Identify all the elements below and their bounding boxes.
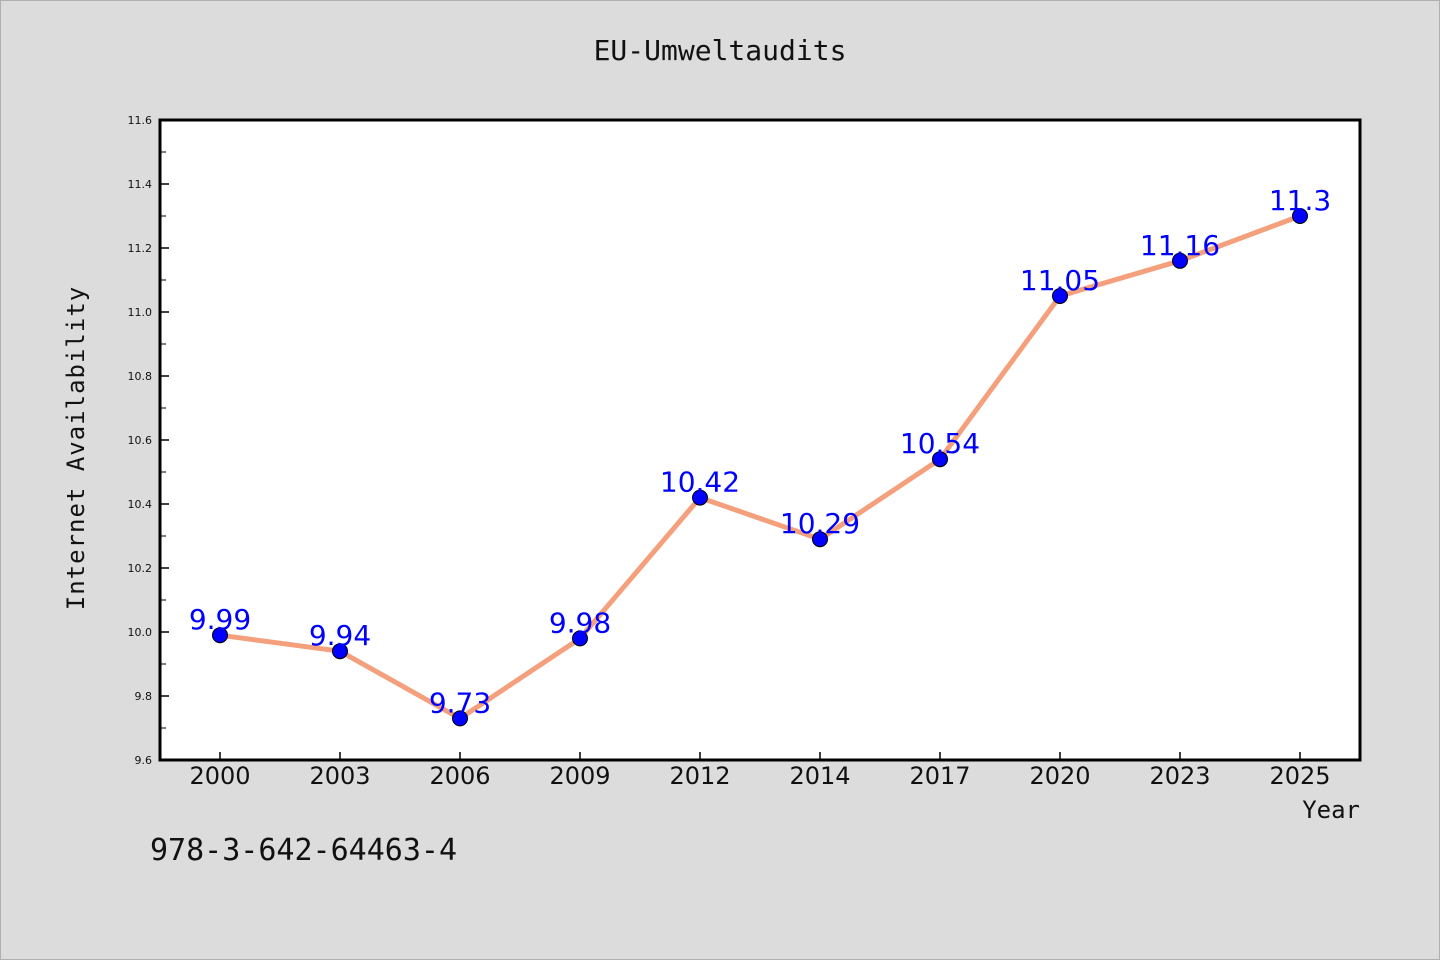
y-tick-label: 11.0 (128, 306, 153, 319)
data-label: 9.98 (549, 606, 611, 639)
x-tick-label: 2023 (1149, 762, 1210, 790)
data-point (1052, 288, 1068, 304)
y-tick-label: 11.4 (128, 178, 153, 191)
data-label: 9.73 (429, 686, 491, 719)
data-point (332, 643, 348, 660)
data-point (932, 451, 948, 468)
data-label: 10.29 (780, 507, 860, 540)
data-label: 10.54 (900, 427, 980, 460)
x-axis-label: Year (1302, 796, 1360, 824)
data-label: 9.94 (309, 619, 371, 652)
data-label: 11.3 (1269, 184, 1331, 217)
x-axis-ticks: 2000 2003 2006 2009 2012 2014 2017 2020 2023 2025 (189, 752, 1331, 790)
data-point (812, 531, 828, 548)
y-tick-label: 11.2 (128, 242, 153, 255)
x-tick-label: 2025 (1269, 762, 1330, 790)
y-tick-label: 11.6 (128, 114, 153, 127)
x-tick-label: 2012 (669, 762, 730, 790)
x-tick-label: 2006 (429, 762, 490, 790)
y-tick-label: 10.2 (128, 562, 153, 575)
x-tick-label: 2003 (309, 762, 370, 790)
x-tick-label: 2020 (1029, 762, 1090, 790)
plot-area (158, 118, 1362, 762)
y-tick-label: 10.6 (128, 434, 153, 447)
y-tick-label: 9.8 (135, 690, 153, 703)
data-point (692, 489, 708, 506)
chart-title: EU-Umweltaudits (593, 34, 847, 67)
x-tick-label: 2009 (549, 762, 610, 790)
y-tick-label: 10.0 (128, 626, 153, 639)
x-tick-label: 2014 (789, 762, 850, 790)
y-tick-label: 10.4 (128, 498, 153, 511)
data-point (1292, 208, 1308, 224)
data-label: 9.99 (189, 603, 251, 636)
series-line (217, 213, 1303, 721)
data-label: 11.05 (1020, 264, 1100, 297)
data-label: 10.42 (660, 466, 740, 499)
data-label: 11.16 (1140, 229, 1220, 262)
x-tick-label: 2017 (909, 762, 970, 790)
data-labels: 9.99 9.94 9.73 9.98 10.42 10.29 10.54 11.05 11.1… (189, 184, 1331, 719)
data-point (1172, 252, 1188, 269)
isbn-text: 978-3-642-64463-4 (150, 833, 458, 868)
series-markers (212, 208, 1308, 727)
x-tick-label: 2000 (189, 762, 250, 790)
y-axis-ticks: 9.6 9.8 10.0 10.2 10.4 10.6 10.8 11.0 11.2 11.4 11… (128, 114, 169, 767)
data-point (572, 630, 588, 647)
y-tick-label: 10.8 (128, 370, 153, 383)
data-point (212, 627, 228, 644)
y-tick-label: 9.6 (135, 754, 153, 767)
data-point (452, 710, 468, 727)
y-axis-label: Internet Availability (62, 285, 90, 611)
